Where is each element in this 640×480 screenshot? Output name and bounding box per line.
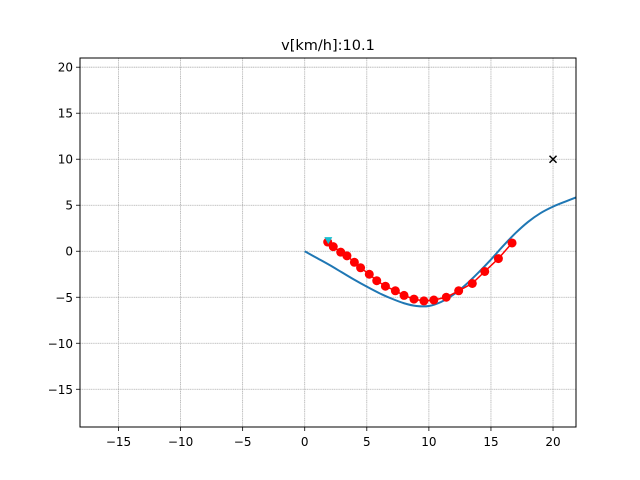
x-tick-label: 5 bbox=[363, 435, 371, 449]
x-axis: −15 −10 −5 0 5 10 15 20 bbox=[106, 427, 561, 449]
plot-area bbox=[304, 155, 576, 308]
predicted-trajectory-marker bbox=[372, 276, 382, 286]
predicted-trajectory-marker bbox=[342, 251, 352, 261]
y-tick-label: 0 bbox=[65, 245, 73, 259]
y-tick-label: −5 bbox=[55, 291, 73, 305]
x-tick-label: 20 bbox=[545, 435, 560, 449]
predicted-trajectory-marker bbox=[328, 242, 338, 252]
chart-title: v[km/h]:10.1 bbox=[281, 38, 375, 54]
predicted-trajectory-marker bbox=[349, 257, 359, 267]
predicted-trajectory-marker bbox=[409, 294, 419, 304]
predicted-trajectory-marker bbox=[493, 254, 503, 264]
y-tick-label: −15 bbox=[48, 383, 73, 397]
reference-course-line bbox=[304, 196, 576, 308]
x-tick-label: 0 bbox=[301, 435, 309, 449]
predicted-trajectory-marker bbox=[364, 269, 374, 279]
y-tick-label: 20 bbox=[58, 61, 73, 75]
predicted-trajectory-marker bbox=[419, 296, 429, 306]
vehicle-state-marker bbox=[324, 237, 333, 245]
y-tick-label: 10 bbox=[58, 153, 73, 167]
predicted-trajectory-marker bbox=[399, 290, 409, 300]
x-tick-label: 10 bbox=[421, 435, 436, 449]
predicted-trajectory-marker bbox=[390, 286, 400, 296]
y-tick-label: −10 bbox=[48, 337, 73, 351]
y-axis: −15 −10 −5 0 5 10 15 20 bbox=[48, 61, 80, 397]
predicted-trajectory-marker bbox=[356, 263, 366, 273]
predicted-trajectory-marker bbox=[380, 281, 390, 291]
y-tick-label: 15 bbox=[58, 107, 73, 121]
x-tick-label: 15 bbox=[483, 435, 498, 449]
x-tick-label: −15 bbox=[106, 435, 131, 449]
predicted-trajectory-marker bbox=[480, 266, 490, 276]
axes-frame bbox=[79, 57, 577, 428]
predicted-trajectory-marker bbox=[507, 238, 517, 248]
predicted-trajectory-marker bbox=[441, 292, 451, 302]
grid-lines bbox=[80, 58, 576, 427]
goal-marker bbox=[549, 155, 558, 164]
predicted-trajectory-marker bbox=[454, 286, 464, 296]
predicted-trajectory-marker bbox=[467, 278, 477, 288]
x-tick-label: −5 bbox=[234, 435, 252, 449]
predicted-trajectory-marker bbox=[429, 295, 439, 305]
x-tick-label: −10 bbox=[168, 435, 193, 449]
y-tick-label: 5 bbox=[65, 199, 73, 213]
series-layer bbox=[304, 155, 576, 308]
